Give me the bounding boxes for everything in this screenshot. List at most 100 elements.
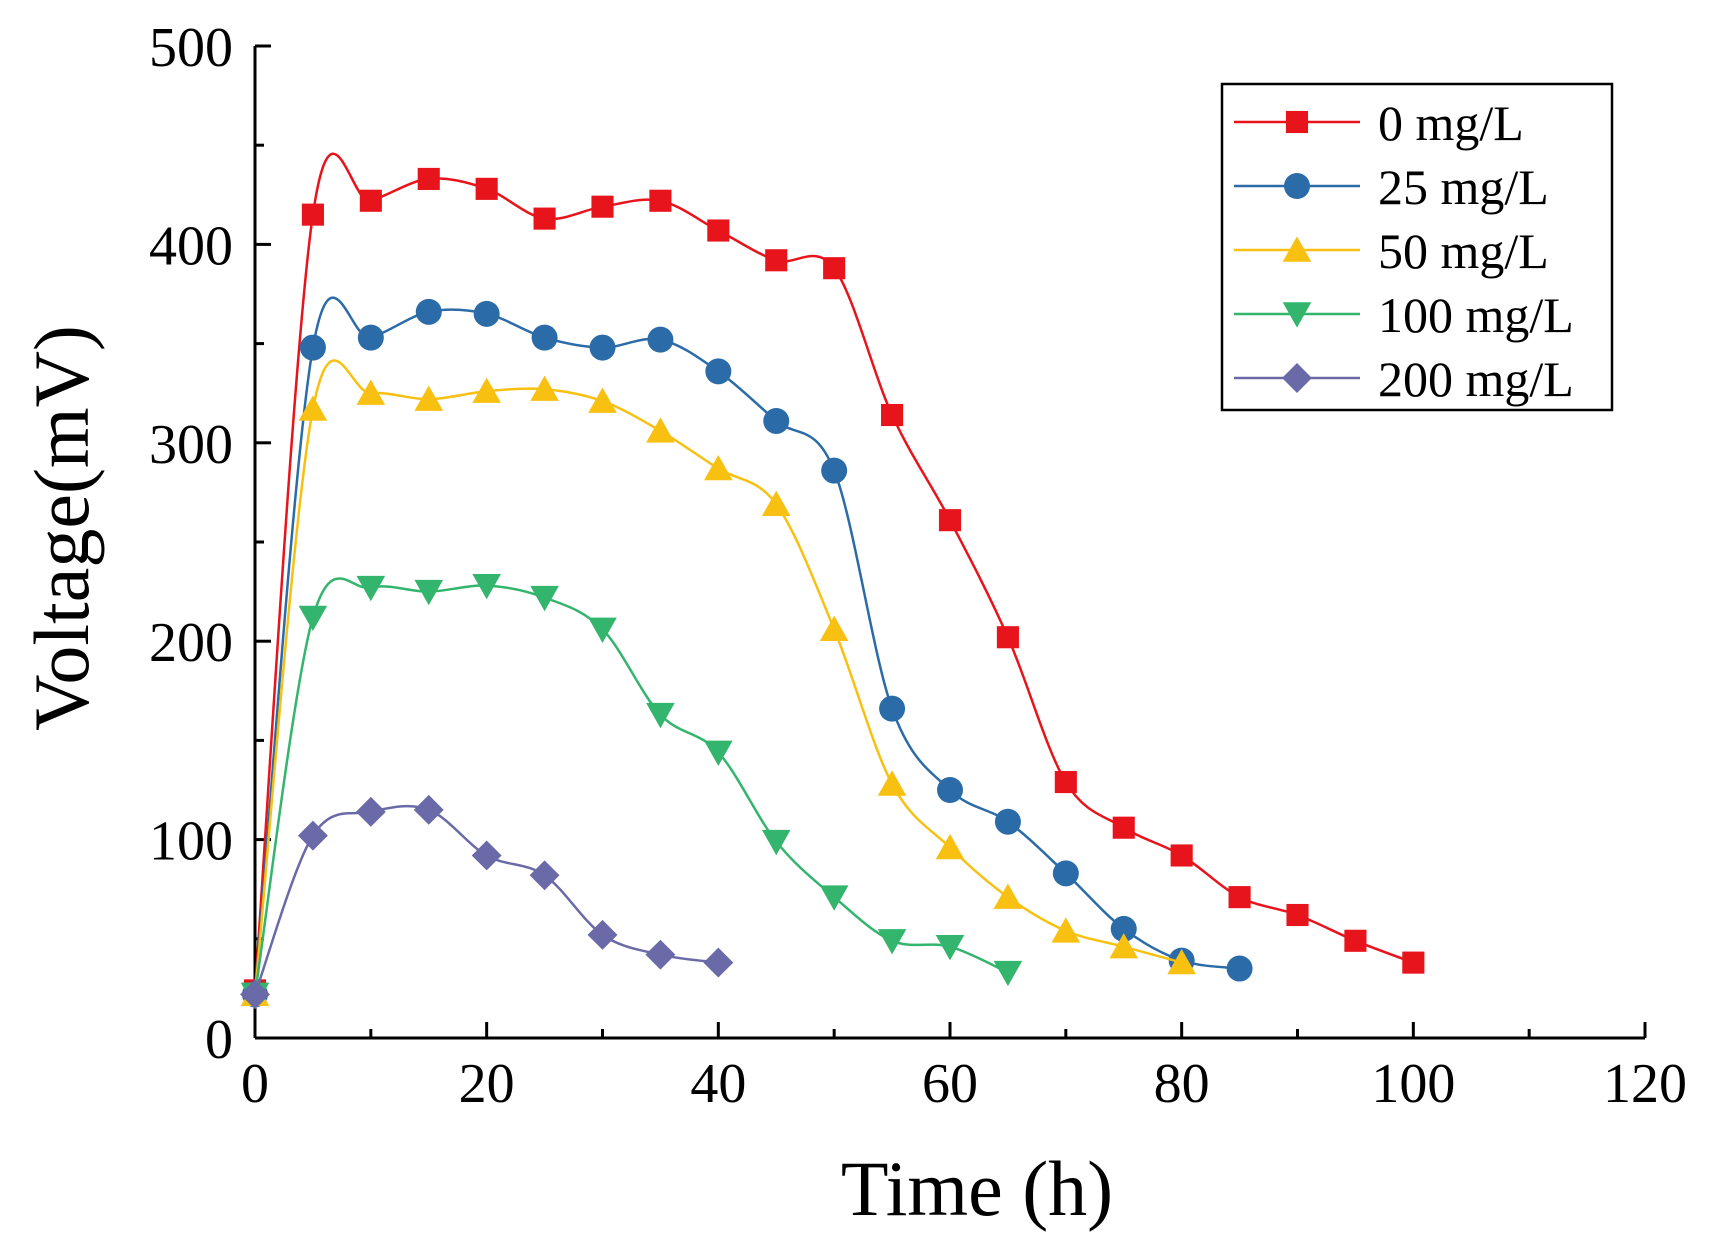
data-point <box>938 509 962 532</box>
data-point <box>471 840 502 871</box>
legend-entry: 100 mg/L <box>1234 287 1574 343</box>
legend-label: 100 mg/L <box>1378 287 1574 343</box>
data-point <box>935 833 965 860</box>
data-point <box>1054 771 1077 794</box>
legend-entry: 0 mg/L <box>1234 95 1524 151</box>
legend-entry: 25 mg/L <box>1234 159 1549 215</box>
data-point <box>649 189 672 212</box>
data-point <box>587 919 618 950</box>
data-point <box>298 605 328 632</box>
data-point <box>1170 844 1193 867</box>
data-point <box>357 324 384 351</box>
legend-marker <box>1284 173 1310 199</box>
data-point <box>705 358 732 385</box>
data-point <box>589 334 616 361</box>
y-tick-label: 500 <box>149 17 233 79</box>
legend-label: 200 mg/L <box>1378 351 1574 407</box>
series-3 <box>240 573 1023 1009</box>
data-point <box>761 490 791 517</box>
data-point <box>935 935 965 961</box>
x-tick-label: 40 <box>690 1053 746 1115</box>
x-tick-label: 20 <box>459 1053 515 1115</box>
series-2 <box>240 359 1196 1007</box>
data-point <box>646 702 675 729</box>
data-point <box>1228 886 1251 909</box>
data-point <box>356 379 386 405</box>
data-point <box>475 177 498 200</box>
data-point <box>704 740 733 766</box>
data-point <box>301 203 324 226</box>
data-point <box>645 939 676 970</box>
data-point <box>1226 955 1253 982</box>
data-point <box>356 575 386 602</box>
data-point <box>472 573 501 600</box>
legend-entry: 50 mg/L <box>1234 223 1549 279</box>
x-tick-label: 100 <box>1371 1053 1455 1115</box>
series-line <box>253 296 1240 995</box>
data-point <box>530 375 559 401</box>
data-point <box>359 189 382 212</box>
data-point <box>240 979 270 1010</box>
x-tick-label: 0 <box>241 1053 269 1115</box>
data-point <box>1109 933 1139 959</box>
y-tick-label: 200 <box>149 612 233 674</box>
x-tick-label: 80 <box>1154 1053 1210 1115</box>
data-point <box>993 883 1023 909</box>
series-1 <box>242 296 1253 1008</box>
data-point <box>415 298 442 325</box>
data-point <box>299 334 326 361</box>
legend-entry: 200 mg/L <box>1234 351 1574 407</box>
data-point <box>993 960 1023 987</box>
data-point <box>821 457 848 484</box>
legend: 0 mg/L 25 mg/L 50 mg/L 100 mg/L 200 mg/L <box>1220 82 1614 412</box>
data-point <box>765 249 788 272</box>
data-point <box>530 585 559 612</box>
legend-label: 25 mg/L <box>1378 159 1549 215</box>
data-point <box>819 615 849 641</box>
data-point <box>937 777 963 803</box>
data-point <box>1286 903 1309 927</box>
data-point <box>588 387 617 413</box>
y-tick-label: 100 <box>149 811 233 873</box>
data-point <box>472 377 501 403</box>
legend-label: 50 mg/L <box>1378 223 1549 279</box>
data-point <box>1112 816 1135 839</box>
data-point <box>703 947 734 978</box>
legend-marker <box>1282 363 1312 393</box>
data-point <box>1052 860 1079 887</box>
x-tick-label: 120 <box>1603 1053 1687 1115</box>
data-point <box>591 195 614 218</box>
data-point <box>533 207 556 230</box>
data-point <box>529 860 560 891</box>
data-point <box>819 885 849 911</box>
legend-box <box>1220 82 1614 412</box>
data-point <box>761 829 791 856</box>
series-4 <box>240 794 734 1010</box>
legend-marker <box>1285 110 1309 134</box>
legend-marker <box>1282 236 1312 262</box>
series-line <box>253 359 1183 995</box>
data-point <box>297 820 328 851</box>
data-point <box>1167 948 1196 975</box>
series-group <box>240 152 1425 1010</box>
data-point <box>588 617 617 643</box>
data-point <box>879 695 906 722</box>
data-point <box>877 770 907 796</box>
x-tick-label: 60 <box>922 1053 978 1115</box>
axes: 0 100 200 300 400 500 0 20 40 60 80 100 120 <box>149 17 1687 1115</box>
data-point <box>646 417 675 443</box>
data-point <box>413 794 444 825</box>
data-point <box>823 257 846 280</box>
y-tick-label: 0 <box>205 1009 233 1071</box>
y-tick-label: 400 <box>149 215 233 277</box>
data-point <box>994 808 1021 835</box>
data-point <box>417 167 440 190</box>
data-point <box>1402 951 1425 974</box>
data-point <box>298 395 328 421</box>
data-point <box>1344 929 1367 952</box>
data-point <box>996 626 1019 649</box>
data-point <box>1110 915 1137 942</box>
data-point <box>763 407 790 434</box>
